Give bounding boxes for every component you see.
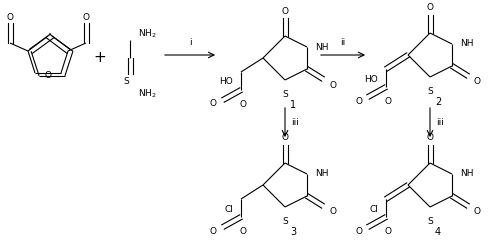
Text: iii: iii <box>291 118 299 127</box>
Text: O: O <box>282 6 288 15</box>
Text: i: i <box>188 38 192 47</box>
Text: S: S <box>282 90 288 99</box>
Text: S: S <box>427 87 433 96</box>
Text: Cl: Cl <box>224 205 233 214</box>
Text: O: O <box>210 226 217 236</box>
Text: Cl: Cl <box>369 205 378 214</box>
Text: O: O <box>474 77 481 87</box>
Text: O: O <box>329 81 336 90</box>
Text: S: S <box>427 217 433 226</box>
Text: 2: 2 <box>435 97 441 107</box>
Text: S: S <box>123 77 129 87</box>
Text: NH$_2$: NH$_2$ <box>138 28 156 40</box>
Text: O: O <box>426 133 434 143</box>
Text: HO: HO <box>219 77 233 87</box>
Text: O: O <box>282 133 288 143</box>
Text: S: S <box>282 217 288 226</box>
Text: O: O <box>355 96 362 105</box>
Text: 4: 4 <box>435 227 441 237</box>
Text: O: O <box>355 226 362 236</box>
Text: O: O <box>426 3 434 12</box>
Text: +: + <box>94 51 106 65</box>
Text: NH: NH <box>315 42 328 52</box>
Text: NH: NH <box>460 39 473 49</box>
Text: O: O <box>474 208 481 217</box>
Text: O: O <box>384 97 392 106</box>
Text: 1: 1 <box>290 100 296 110</box>
Text: O: O <box>240 100 246 109</box>
Text: ii: ii <box>340 38 345 47</box>
Text: O: O <box>44 71 52 81</box>
Text: 3: 3 <box>290 227 296 237</box>
Text: O: O <box>384 227 392 236</box>
Text: O: O <box>240 227 246 236</box>
Text: iii: iii <box>436 118 444 127</box>
Text: NH: NH <box>460 169 473 179</box>
Text: O: O <box>329 208 336 217</box>
Text: O: O <box>210 99 217 109</box>
Text: NH$_2$: NH$_2$ <box>138 88 156 100</box>
Text: NH: NH <box>315 169 328 179</box>
Text: O: O <box>82 12 89 22</box>
Text: HO: HO <box>364 74 378 84</box>
Text: O: O <box>6 12 14 22</box>
